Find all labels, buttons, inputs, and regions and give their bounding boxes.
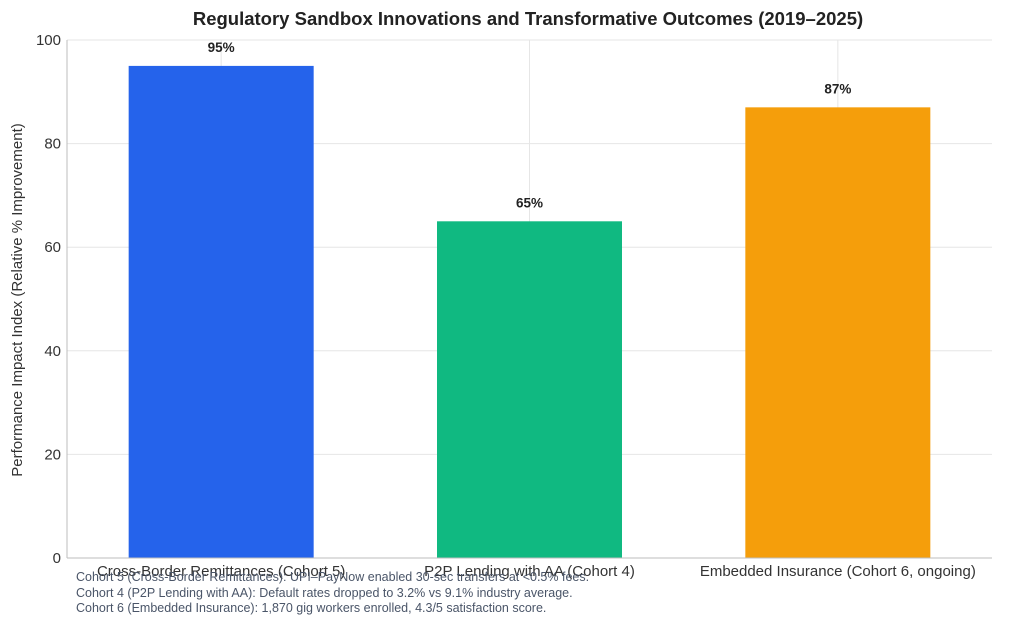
y-tick-label: 20 <box>44 446 61 463</box>
data-label-3: 87% <box>824 81 851 96</box>
y-tick-labels: 0 20 40 60 80 100 <box>36 32 61 567</box>
axes <box>66 40 992 559</box>
data-label-1: 95% <box>208 40 235 55</box>
y-tick-label: 40 <box>44 343 61 360</box>
y-axis-label: Performance Impact Index (Relative % Imp… <box>9 123 26 476</box>
bar-2 <box>437 221 622 559</box>
y-tick-label: 100 <box>36 32 61 49</box>
footnotes: Cohort 5 (Cross-Border Remittances): UPI… <box>76 570 1006 617</box>
y-tick-label: 80 <box>44 136 61 153</box>
x-tick-label-2: P2P Lending with AA (Cohort 4) <box>424 563 635 580</box>
x-tick-label-1: Cross-Border Remittances (Cohort 5) <box>97 563 345 580</box>
x-tick-label-3: Embedded Insurance (Cohort 6, ongoing) <box>700 563 976 580</box>
footnote-cohort-5: Cohort 5 (Cross-Border Remittances): UPI… <box>76 570 590 584</box>
y-tick-label: 60 <box>44 239 61 256</box>
bar-1 <box>128 65 314 559</box>
chart-title: Regulatory Sandbox Innovations and Trans… <box>193 8 863 29</box>
data-labels: 95% 65% 87% <box>208 40 852 210</box>
bars <box>128 65 931 559</box>
bar-3 <box>745 107 931 558</box>
y-tick-label: 0 <box>53 550 61 567</box>
footnote-cohort-6: Cohort 6 (Embedded Insurance): 1,870 gig… <box>76 601 547 615</box>
footnote-cohort-4: Cohort 4 (P2P Lending with AA): Default … <box>76 585 573 600</box>
data-label-2: 65% <box>516 195 543 210</box>
x-tick-labels: Cross-Border Remittances (Cohort 5) P2P L… <box>97 563 976 580</box>
